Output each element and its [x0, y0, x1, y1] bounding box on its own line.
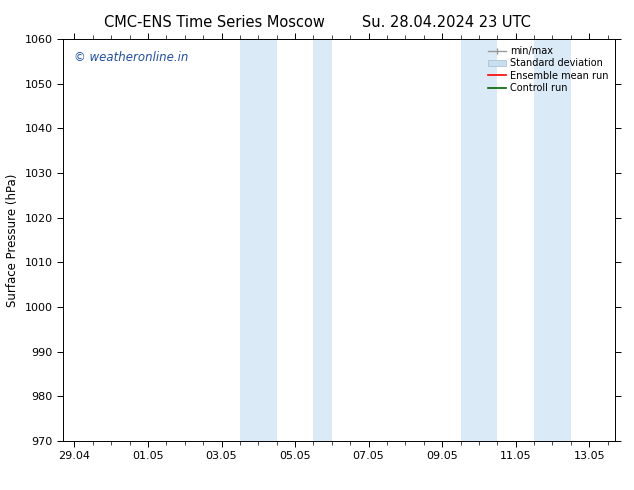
Bar	[534, 39, 571, 441]
Y-axis label: Surface Pressure (hPa): Surface Pressure (hPa)	[6, 173, 19, 307]
Bar	[460, 39, 497, 441]
Legend: min/max, Standard deviation, Ensemble mean run, Controll run: min/max, Standard deviation, Ensemble me…	[486, 44, 610, 95]
Text: © weatheronline.in: © weatheronline.in	[74, 51, 189, 64]
Bar	[313, 39, 332, 441]
Bar	[240, 39, 276, 441]
Text: CMC-ENS Time Series Moscow        Su. 28.04.2024 23 UTC: CMC-ENS Time Series Moscow Su. 28.04.202…	[103, 15, 531, 30]
